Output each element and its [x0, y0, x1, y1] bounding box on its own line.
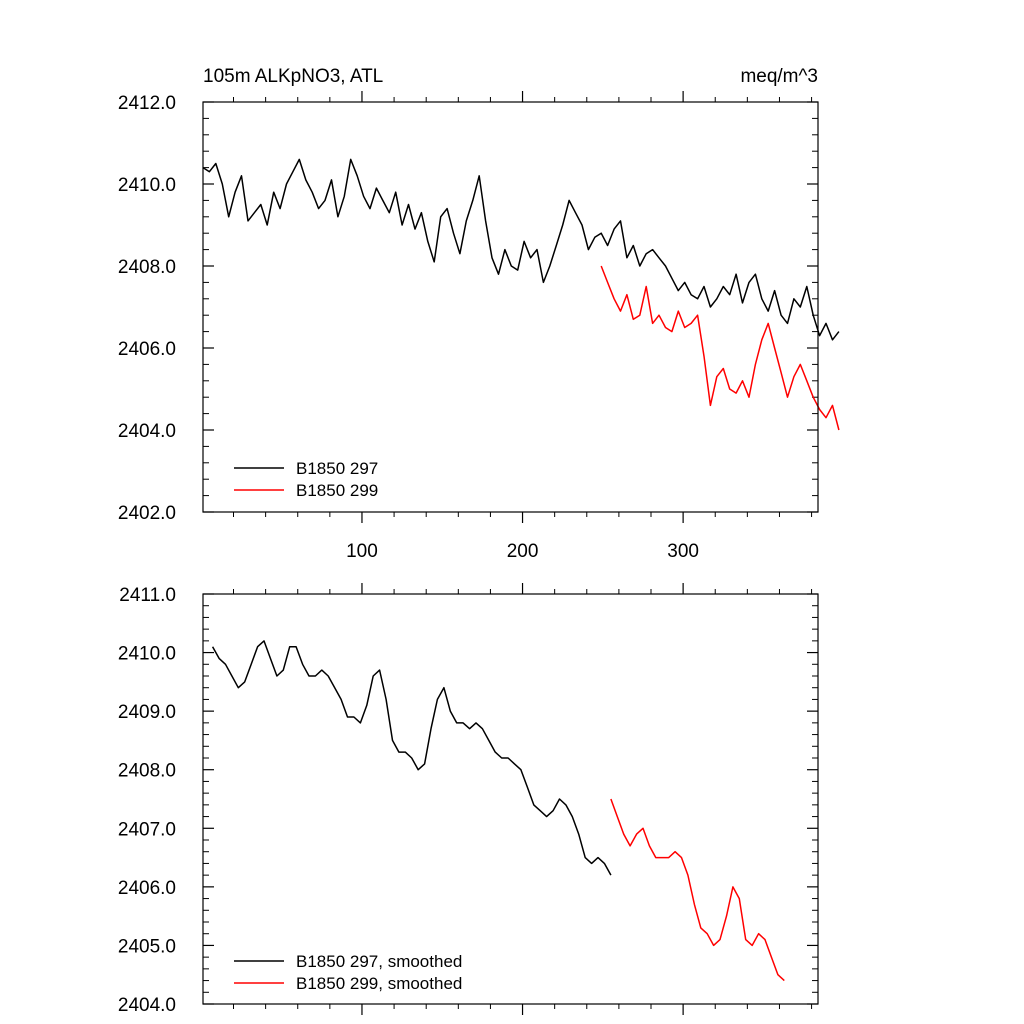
y-tick-label: 2404.0	[118, 995, 176, 1016]
bottom-plot-frame	[202, 593, 819, 1005]
series-line-297	[202, 158, 840, 341]
series-smoothed-297	[211, 640, 612, 876]
figure-title: 105m ALKpNO3, ATL	[203, 66, 383, 87]
y-tick-label: 2407.0	[118, 819, 176, 840]
y-tick-label: 2409.0	[118, 702, 176, 723]
y-tick-label: 2405.0	[118, 936, 176, 957]
top-plot-frame	[202, 101, 819, 513]
x-tick-label: 100	[346, 541, 378, 562]
y-tick-label: 2410.0	[118, 644, 176, 665]
y-tick-label: 2402.0	[118, 503, 176, 524]
top-legend: B1850 297 B1850 299	[234, 459, 378, 500]
series-line-299	[600, 265, 840, 431]
y-tick-label: 2412.0	[118, 93, 176, 114]
x-tick-label: 300	[667, 541, 699, 562]
legend-label-299: B1850 299	[296, 481, 378, 500]
bottom-series	[211, 640, 785, 982]
legend-label-297-smoothed: B1850 297, smoothed	[296, 952, 462, 971]
series-smoothed-299	[610, 798, 785, 982]
y-tick-label: 2410.0	[118, 175, 176, 196]
bottom-legend: B1850 297, smoothed B1850 299, smoothed	[234, 952, 462, 993]
x-tick-label: 200	[507, 541, 539, 562]
y-tick-label: 2411.0	[119, 585, 176, 606]
top-series	[202, 158, 840, 431]
legend-label-297: B1850 297	[296, 459, 378, 478]
y-tick-label: 2406.0	[118, 339, 176, 360]
y-tick-label: 2406.0	[118, 878, 176, 899]
y-tick-label: 2408.0	[118, 257, 176, 278]
top-axes: 100 200 300 2402.0 2404.0 2406.0 2408.0 2410.0 2…	[118, 91, 818, 562]
y-tick-label: 2408.0	[118, 761, 176, 782]
units-label: meq/m^3	[740, 66, 818, 87]
legend-label-299-smoothed: B1850 299, smoothed	[296, 974, 462, 993]
top-panel: 105m ALKpNO3, ATL meq/m^3 100 200 300 2402.…	[118, 66, 840, 562]
bottom-axes: 2404.0 2405.0 2406.0 2407.0 2408.0 2409.0 2410…	[118, 583, 818, 1016]
y-tick-label: 2404.0	[118, 421, 176, 442]
bottom-panel: 2404.0 2405.0 2406.0 2407.0 2408.0 2409.0 2410…	[118, 583, 819, 1016]
